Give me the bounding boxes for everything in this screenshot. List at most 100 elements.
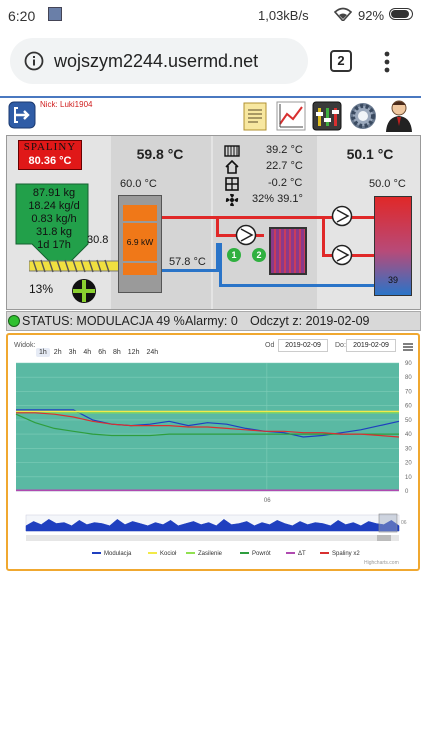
return-pipe-tank	[219, 284, 374, 287]
tank-bottom-temp: 39	[387, 275, 398, 285]
to-date-input[interactable]: 2019-02-09	[346, 339, 396, 352]
radiator	[269, 227, 307, 275]
settings-sliders-icon[interactable]	[311, 100, 343, 132]
fan-percent: 13%	[29, 282, 54, 296]
chart-icon[interactable]	[275, 100, 307, 132]
tank-supply-riser	[322, 219, 325, 256]
fuel-time-left: 1d 17h	[37, 239, 71, 251]
battery-percent: 92%	[358, 8, 385, 23]
y-tick-label: 30	[405, 446, 412, 452]
zoom-button-8h[interactable]: 8h	[112, 349, 121, 356]
pump-co-icon	[235, 224, 257, 246]
flue-gas-temp: 80.36 °C	[28, 155, 72, 167]
y-tick-label: 60	[405, 404, 412, 410]
boiler-power: 6.9 kW	[123, 223, 157, 261]
header-line	[0, 96, 421, 98]
notification-icon	[48, 7, 62, 21]
fuel-used: 31.8 kg	[35, 226, 73, 238]
navigator-handle	[378, 513, 398, 533]
navigator-series	[25, 518, 400, 532]
y-tick-label: 50	[405, 418, 412, 424]
series-line-spaliny-x2	[16, 412, 400, 438]
address-bar[interactable]: wojszym2244.usermd.net	[10, 38, 308, 84]
y-tick-label: 10	[405, 475, 412, 481]
legend-item: Powrót	[252, 551, 271, 557]
legend-item: Kocioł	[160, 551, 177, 557]
y-tick-label: 0	[405, 489, 409, 495]
alarm-count[interactable]: Alarmy: 0	[185, 314, 238, 328]
boiler-water-temp: 60.0 °C	[120, 178, 157, 190]
humidity-reading: 32% 39.1°	[252, 193, 303, 205]
hopper-stats: 87.91 kg 18.24 kg/d 0.83 kg/h 31.8 kg 1d…	[21, 187, 87, 252]
fan-icon	[72, 279, 96, 303]
user-nick: Nick: Luki1904	[40, 100, 93, 109]
pump-1-indicator: 1	[227, 248, 241, 262]
zoom-button-12h[interactable]: 12h	[127, 349, 140, 356]
from-label: Od	[265, 342, 275, 349]
info-icon[interactable]	[24, 51, 44, 71]
supply-pipe	[162, 216, 374, 219]
return-pipe-boiler	[162, 269, 216, 272]
house-icon	[225, 160, 239, 174]
pump-cwu-icon	[331, 205, 353, 227]
boiler-temp: 59.8 °C	[136, 146, 184, 162]
feeder-temp: 30.8	[87, 234, 109, 246]
y-tick-label: 40	[405, 432, 412, 438]
zoom-button-2h[interactable]: 2h	[53, 349, 62, 356]
from-date-input[interactable]: 2019-02-09	[278, 339, 328, 352]
legend-item: Spaliny x2	[332, 551, 360, 557]
supply-pipe-drop	[216, 216, 219, 236]
pump-2-indicator: 2	[252, 248, 266, 262]
chart: 90 80 70 60 50 40 30 20 10 0 06 06 Modulacja Kocioł Za…	[15, 361, 412, 557]
status-text: STATUS: MODULACJA 49 %	[22, 314, 185, 328]
flue-gas-label: SPALINY	[23, 141, 77, 153]
zoom-buttons: 1h 2h 3h 4h 6h 8h 12h 24h	[36, 341, 162, 359]
legend-item: ΔT	[298, 551, 306, 557]
network-speed: 1,03kB/s	[258, 8, 309, 23]
return-pipe-link	[219, 243, 222, 287]
legend-item: Modulacja	[104, 551, 132, 557]
chart-panel: Widok: 1h 2h 3h 4h 6h 8h 12h 24h Od 2019-02-09 …	[6, 333, 420, 571]
house-temp: 22.7 °C	[266, 160, 303, 172]
zoom-label: Widok:	[14, 342, 36, 349]
x-tick-label: 06	[264, 498, 271, 504]
boiler-schematic: SPALINY 80.36 °C 87.91 kg 18.24 kg/d 0.8…	[6, 135, 421, 310]
window-icon	[225, 177, 239, 191]
zoom-button-1h[interactable]: 1h	[36, 348, 50, 357]
user-icon[interactable]	[384, 98, 414, 132]
tank-top-temp: 50.0 °C	[369, 178, 406, 190]
boiler-flame-top	[123, 205, 157, 221]
url-text[interactable]: wojszym2244.usermd.net	[54, 51, 259, 71]
radiator-temp: 39.2 °C	[266, 144, 303, 156]
y-tick-label: 90	[405, 361, 412, 367]
feeder-auger	[29, 259, 119, 273]
house-column	[213, 136, 317, 309]
more-menu-icon[interactable]	[383, 50, 391, 74]
battery-icon	[389, 8, 413, 20]
zoom-button-4h[interactable]: 4h	[83, 349, 92, 356]
boiler-flame-bottom	[123, 263, 157, 275]
zoom-button-3h[interactable]: 3h	[68, 349, 77, 356]
y-tick-label: 80	[405, 375, 412, 381]
status-row: STATUS: MODULACJA 49 % Alarmy: 0 Odczyt …	[6, 311, 421, 346]
chart-menu-icon[interactable]	[402, 342, 414, 352]
wifi-icon	[334, 7, 352, 21]
return-pipe-riser	[216, 243, 219, 272]
zoom-button-6h[interactable]: 6h	[98, 349, 106, 356]
y-tick-label: 70	[405, 389, 412, 395]
legend-item: Zasilenie	[198, 551, 223, 557]
pump-circulation-icon	[331, 244, 353, 266]
flue-gas-box: SPALINY 80.36 °C	[18, 140, 82, 170]
to-label: Do:	[335, 342, 346, 349]
status-bar: 6:20 1,03kB/s 92%	[0, 0, 421, 30]
chart-credit: Highcharts.com	[364, 560, 399, 566]
clock: 6:20	[8, 8, 36, 24]
gear-icon[interactable]	[347, 100, 379, 132]
y-tick-label: 20	[405, 461, 412, 467]
logout-icon[interactable]	[8, 101, 36, 129]
zoom-button-24h[interactable]: 24h	[146, 349, 159, 356]
document-icon[interactable]	[241, 100, 271, 132]
fuel-remaining: 87.91 kg	[32, 187, 76, 199]
hot-water-tank: 39	[374, 196, 412, 296]
tab-switcher-button[interactable]: 2	[330, 50, 352, 72]
